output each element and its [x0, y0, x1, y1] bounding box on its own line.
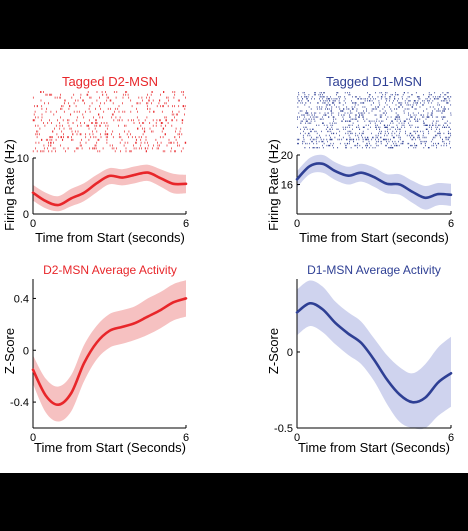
d2-raster	[32, 91, 187, 153]
d2-average-title: D2-MSN Average Activity	[43, 263, 177, 277]
d2-average-plot: 0 6 0.4 0 -0.4	[10, 279, 189, 444]
y-tick-label: 20	[281, 150, 293, 162]
d1-raster	[296, 92, 452, 149]
x-tick-label: 0	[294, 218, 300, 230]
y-tick-label: 10	[17, 153, 29, 165]
y-tick-label: 0	[23, 209, 29, 221]
d1-average-ylabel: Z-Score	[266, 328, 281, 374]
y-tick-label: 0	[23, 345, 29, 357]
d1-rate-xlabel: Time from Start (seconds)	[299, 230, 449, 245]
x-tick-label: 0	[294, 432, 300, 444]
panel-d2-average: D2-MSN Average Activity 0 6 0.4 0 -0.4 Z-Sco…	[2, 263, 189, 455]
d2-rate-title: Tagged D2-MSN	[62, 74, 158, 89]
y-tick-label: 16	[281, 180, 293, 192]
d1-rate-plot: 0 6 16 20	[281, 150, 454, 230]
y-tick-label: -0.5	[274, 423, 293, 435]
d1-average-title: D1-MSN Average Activity	[307, 263, 441, 277]
d1-average-plot: 0 60-0.5	[274, 279, 454, 444]
mean-line	[295, 162, 453, 200]
error-band	[33, 280, 186, 422]
x-tick-label: 6	[183, 432, 189, 444]
x-tick-label: 6	[448, 218, 454, 230]
d1-average-xlabel: Time from Start (Seconds)	[298, 440, 450, 455]
y-tick-label: 0.4	[14, 293, 29, 305]
mean-line	[31, 297, 188, 407]
mean-line	[31, 171, 188, 207]
x-tick-label: 6	[448, 432, 454, 444]
d2-rate-plot: 0 6 0 10	[17, 153, 189, 230]
d1-rate-ylabel: Firing Rate (Hz)	[266, 139, 281, 231]
mean-line	[295, 301, 453, 404]
panel-d1-average: D1-MSN Average Activity 0 60-0.5 Z-Score …	[266, 263, 454, 455]
spike-ticks	[296, 92, 452, 149]
d2-rate-xlabel: Time from Start (seconds)	[35, 230, 185, 245]
d2-average-xlabel: Time from Start (Seconds)	[34, 440, 186, 455]
figure: Tagged D2-MSN 0 6 0 10 Firing Rate (Hz) Tim…	[0, 49, 468, 473]
x-tick-label: 6	[183, 218, 189, 230]
panel-d2-rate: Tagged D2-MSN 0 6 0 10 Firing Rate (Hz) Tim…	[2, 74, 189, 245]
figure-svg: Tagged D2-MSN 0 6 0 10 Firing Rate (Hz) Tim…	[2, 74, 454, 455]
panel-d1-rate: Tagged D1-MSN 0 6 16 20 Firing Rate (Hz) Ti…	[266, 74, 454, 245]
x-tick-label: 0	[30, 432, 36, 444]
error-band	[297, 154, 451, 210]
x-tick-label: 0	[30, 218, 36, 230]
y-tick-label: 0	[287, 347, 293, 359]
d2-rate-ylabel: Firing Rate (Hz)	[2, 139, 17, 231]
d1-rate-title: Tagged D1-MSN	[326, 74, 422, 89]
d2-average-ylabel: Z-Score	[2, 328, 17, 374]
error-band	[297, 280, 451, 430]
spike-ticks	[32, 91, 187, 153]
y-tick-label: -0.4	[10, 397, 29, 409]
